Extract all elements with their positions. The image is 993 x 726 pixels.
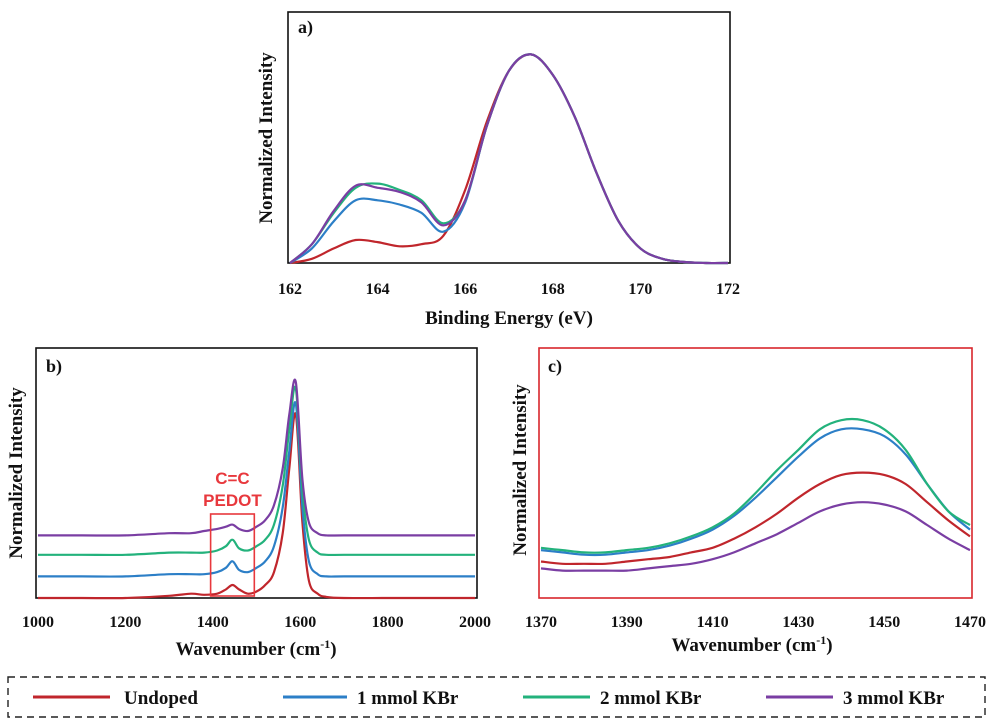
legend-frame — [7, 676, 986, 718]
legend-label-undoped: Undoped — [124, 688, 198, 709]
y-axis-label-c: Normalized Intensity — [510, 384, 531, 556]
panel-c: c) 1370 1390 1410 1430 1450 1470 Wavenumber (… — [510, 347, 986, 656]
x-tick-label: 1410 — [697, 614, 729, 631]
annotation-line-1: C=C — [215, 469, 249, 488]
series-lines-c — [540, 417, 971, 572]
panel-b: b) C=C PEDOT 1000 1200 1400 1600 1800 2000 Wa… — [6, 347, 491, 660]
plot-frame-c — [538, 347, 973, 599]
pedot-highlight-box — [209, 513, 256, 597]
series-line-b-3-mmol-kbr — [37, 378, 475, 537]
panel-label-c: c) — [548, 356, 562, 377]
panel-label-b: b) — [46, 356, 62, 377]
series-line-c-undoped — [540, 471, 971, 566]
x-tick-label: 1450 — [868, 614, 900, 631]
x-tick-label: 1000 — [22, 614, 54, 631]
series-line-c-2-mmol-kbr — [540, 417, 971, 554]
series-line-b-undoped — [38, 412, 475, 600]
x-tick-label: 1470 — [954, 614, 986, 631]
x-ticks-a: 162 164 166 168 170 172 — [278, 281, 740, 298]
series-line-c-3-mmol-kbr — [540, 501, 971, 572]
legend-label-3mmol: 3 mmol KBr — [843, 688, 945, 709]
plot-frame-b — [35, 347, 478, 599]
x-tick-label: 164 — [366, 281, 390, 298]
x-ticks-b: 1000 1200 1400 1600 1800 2000 — [22, 614, 491, 631]
x-tick-label: 162 — [278, 281, 302, 298]
legend: Undoped 1 mmol KBr 2 mmol KBr 3 mmol KBr — [7, 676, 986, 718]
series-line-a-1-mmol-kbr — [289, 53, 729, 265]
x-tick-label: 170 — [628, 281, 652, 298]
x-axis-label-c: Wavenumber (cm-1) — [671, 633, 832, 656]
legend-label-2mmol: 2 mmol KBr — [600, 688, 702, 709]
series-line-a-3-mmol-kbr — [289, 53, 729, 265]
series-lines-a — [289, 53, 729, 265]
x-tick-label: 1200 — [109, 614, 141, 631]
x-tick-label: 1430 — [782, 614, 814, 631]
x-axis-label-b: Wavenumber (cm-1) — [175, 637, 336, 660]
x-ticks-c: 1370 1390 1410 1430 1450 1470 — [525, 614, 986, 631]
x-tick-label: 1390 — [611, 614, 643, 631]
series-line-c-1-mmol-kbr — [540, 427, 971, 557]
series-lines-b — [37, 378, 475, 600]
x-tick-label: 166 — [453, 281, 477, 298]
y-axis-label-b: Normalized Intensity — [6, 387, 27, 559]
x-tick-label: 1400 — [197, 614, 229, 631]
x-axis-label-a: Binding Energy (eV) — [425, 308, 593, 329]
plot-frame-a — [287, 11, 731, 264]
x-tick-label: 168 — [541, 281, 565, 298]
series-line-b-2-mmol-kbr — [38, 385, 475, 557]
x-tick-label: 172 — [716, 281, 740, 298]
series-line-a-undoped — [289, 53, 729, 265]
x-tick-label: 1600 — [284, 614, 316, 631]
series-line-a-2-mmol-kbr — [289, 53, 729, 265]
annotation-line-2: PEDOT — [203, 491, 262, 510]
panel-a: a) 162 164 166 168 170 172 Binding Energy (eV… — [256, 11, 740, 329]
x-tick-label: 1800 — [372, 614, 404, 631]
legend-label-1mmol: 1 mmol KBr — [357, 688, 459, 709]
x-tick-label: 1370 — [525, 614, 557, 631]
panel-label-a: a) — [298, 17, 313, 38]
x-tick-label: 2000 — [459, 614, 491, 631]
series-line-b-1-mmol-kbr — [38, 401, 475, 578]
y-axis-label-a: Normalized Intensity — [256, 52, 277, 224]
